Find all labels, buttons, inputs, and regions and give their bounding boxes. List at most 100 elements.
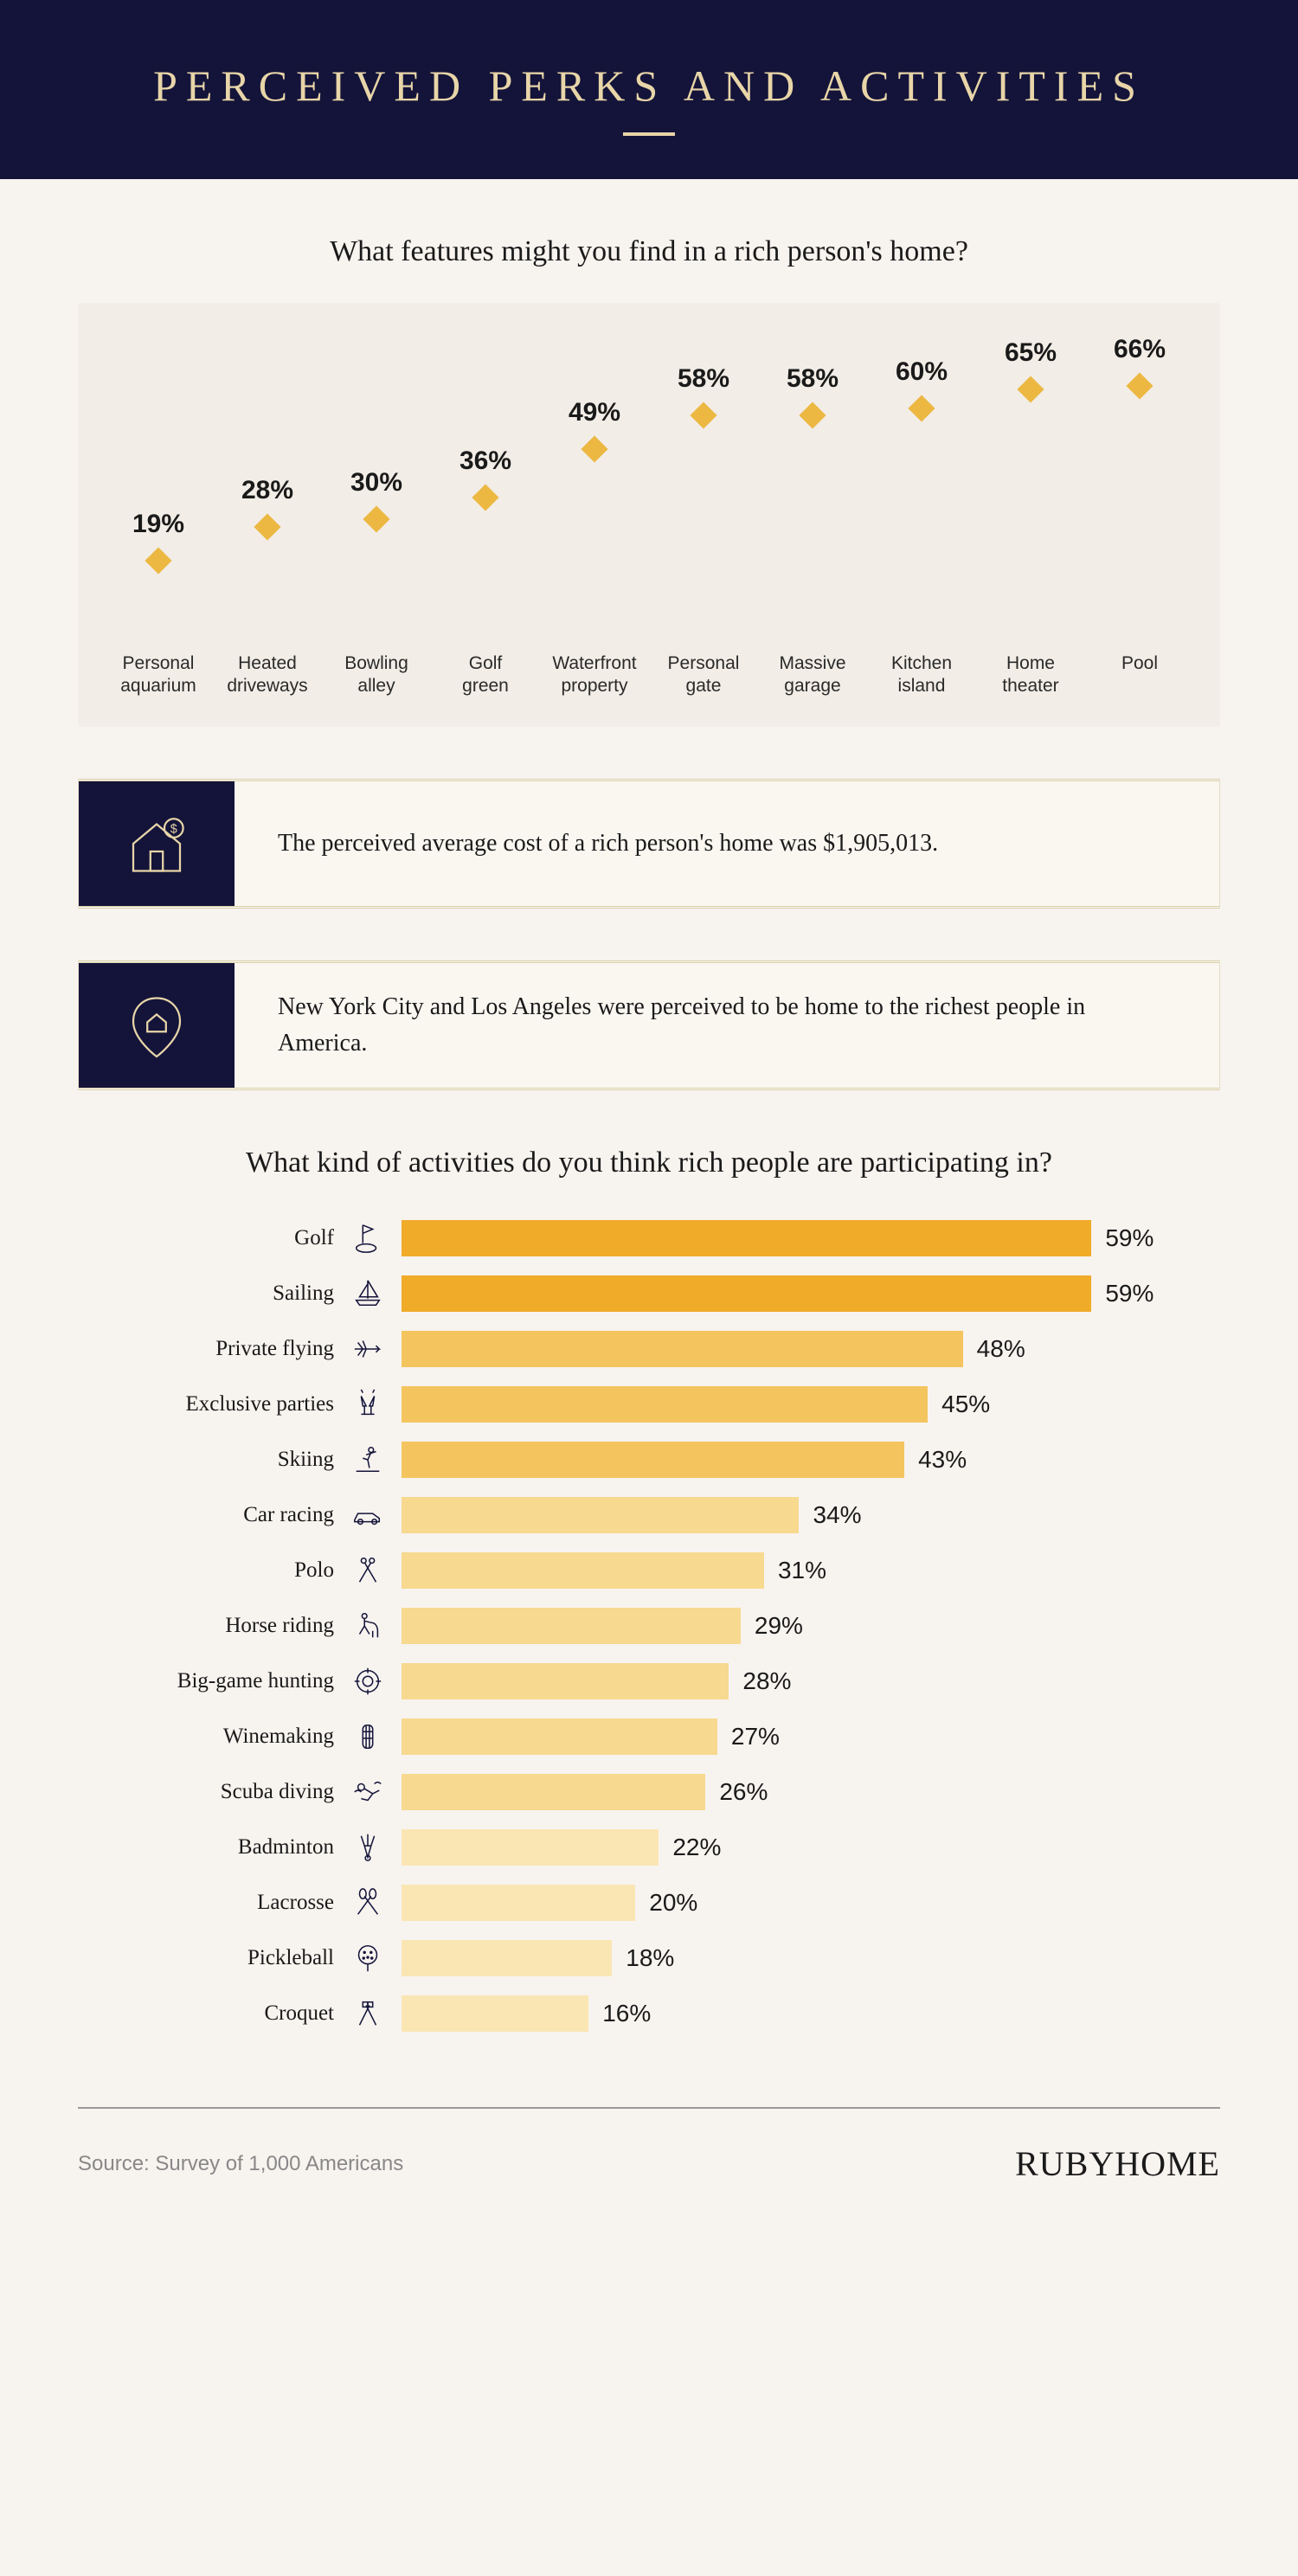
bar-row: Skiing43% bbox=[78, 1436, 1220, 1484]
features-data-point: 36% Golfgreen bbox=[431, 337, 540, 701]
features-chart-title: What features might you find in a rich p… bbox=[0, 235, 1298, 268]
bar-value: 43% bbox=[904, 1446, 967, 1474]
bar-value: 59% bbox=[1091, 1280, 1153, 1307]
data-point-label: Personalaquarium bbox=[120, 652, 196, 701]
bar-label: Exclusive parties bbox=[78, 1392, 346, 1416]
features-data-point: 19%Personalaquarium bbox=[104, 337, 213, 701]
diamond-marker-icon bbox=[145, 547, 171, 574]
bar-value: 28% bbox=[729, 1667, 791, 1695]
bar-label: Badminton bbox=[78, 1835, 346, 1860]
logo-ruby: RUBY bbox=[1015, 2144, 1115, 2183]
bar-label: Horse riding bbox=[78, 1614, 346, 1638]
features-data-point: 58%Personalgate bbox=[649, 337, 758, 701]
bar-fill: 22% bbox=[402, 1829, 659, 1866]
pin-house-icon bbox=[79, 963, 235, 1088]
bar-row: Scuba diving 26% bbox=[78, 1768, 1220, 1816]
data-point-label: Golfgreen bbox=[462, 652, 509, 701]
bar-label: Polo bbox=[78, 1558, 346, 1583]
data-point-value: 60% bbox=[896, 357, 948, 387]
bar-track: 16% bbox=[402, 1995, 1220, 2032]
bar-row: Winemaking27% bbox=[78, 1712, 1220, 1761]
hunt-icon bbox=[346, 1662, 389, 1700]
diamond-marker-icon bbox=[1126, 373, 1153, 400]
bar-fill: 18% bbox=[402, 1940, 612, 1976]
diamond-marker-icon bbox=[690, 402, 716, 429]
bar-track: 59% bbox=[402, 1220, 1220, 1256]
data-point-value: 58% bbox=[787, 364, 839, 394]
bar-fill: 45% bbox=[402, 1386, 928, 1423]
bar-label: Big-game hunting bbox=[78, 1669, 346, 1693]
bar-label: Sailing bbox=[78, 1282, 346, 1306]
bar-label: Golf bbox=[78, 1226, 346, 1250]
bar-track: 34% bbox=[402, 1497, 1220, 1533]
data-point-value: 36% bbox=[459, 446, 511, 476]
bar-row: Pickleball18% bbox=[78, 1934, 1220, 1982]
bar-value: 27% bbox=[717, 1723, 780, 1751]
bar-track: 45% bbox=[402, 1386, 1220, 1423]
bar-value: 45% bbox=[928, 1391, 990, 1418]
data-point-label: Personalgate bbox=[668, 652, 740, 701]
bar-value: 22% bbox=[659, 1834, 721, 1861]
diamond-marker-icon bbox=[363, 506, 389, 533]
bar-fill: 34% bbox=[402, 1497, 799, 1533]
footer-source: Source: Survey of 1,000 Americans bbox=[78, 2152, 403, 2176]
scuba-icon bbox=[346, 1773, 389, 1811]
features-chart: 19%Personalaquarium 28% Heateddriveways 30%… bbox=[78, 303, 1220, 727]
features-data-point: 66%Pool bbox=[1085, 337, 1194, 701]
bar-track: 48% bbox=[402, 1331, 1220, 1367]
header: PERCEIVED PERKS AND ACTIVITIES bbox=[0, 0, 1298, 179]
data-point-label: Hometheater bbox=[1002, 652, 1058, 701]
bar-fill: 16% bbox=[402, 1995, 588, 2032]
features-data-point: 30%Bowlingalley bbox=[322, 337, 431, 701]
bar-track: 18% bbox=[402, 1940, 1220, 1976]
diamond-marker-icon bbox=[1017, 376, 1044, 403]
bar-value: 20% bbox=[635, 1889, 697, 1917]
bar-label: Scuba diving bbox=[78, 1780, 346, 1804]
data-point-label: Pool bbox=[1121, 652, 1158, 701]
croquet-icon bbox=[346, 1995, 389, 2033]
diamond-marker-icon bbox=[799, 402, 826, 429]
footer-logo: RUBYHOME bbox=[1015, 2143, 1220, 2184]
pickle-icon bbox=[346, 1939, 389, 1977]
bar-value: 31% bbox=[764, 1557, 826, 1584]
bar-row: Car racing 34% bbox=[78, 1491, 1220, 1539]
data-point-value: 49% bbox=[569, 398, 620, 427]
bar-row: Horse riding 29% bbox=[78, 1602, 1220, 1650]
bar-fill: 26% bbox=[402, 1774, 705, 1810]
bar-label: Car racing bbox=[78, 1503, 346, 1527]
callout-text: The perceived average cost of a rich per… bbox=[235, 781, 1219, 906]
data-point-label: Massivegarage bbox=[779, 652, 845, 701]
features-data-point: 60% Kitchenisland bbox=[867, 337, 976, 701]
bar-fill: 29% bbox=[402, 1608, 741, 1644]
data-point-value: 65% bbox=[1005, 338, 1057, 368]
bar-fill: 28% bbox=[402, 1663, 729, 1699]
bar-value: 59% bbox=[1091, 1224, 1153, 1252]
data-point-label: Heateddriveways bbox=[227, 652, 307, 701]
data-point-label: Waterfrontproperty bbox=[552, 652, 636, 701]
horse-icon bbox=[346, 1607, 389, 1645]
bar-row: Badminton 22% bbox=[78, 1823, 1220, 1872]
badminton-icon bbox=[346, 1828, 389, 1866]
diamond-marker-icon bbox=[254, 513, 280, 540]
plane-icon bbox=[346, 1330, 389, 1368]
bar-fill: 48% bbox=[402, 1331, 963, 1367]
bar-row: Golf 59% bbox=[78, 1214, 1220, 1262]
bar-track: 31% bbox=[402, 1552, 1220, 1589]
party-icon bbox=[346, 1385, 389, 1423]
bar-value: 29% bbox=[741, 1612, 803, 1640]
data-point-label: Kitchenisland bbox=[891, 652, 952, 701]
bar-track: 59% bbox=[402, 1275, 1220, 1312]
bar-row: Lacrosse20% bbox=[78, 1879, 1220, 1927]
house-dollar-icon: $ bbox=[79, 781, 235, 906]
bar-value: 26% bbox=[705, 1778, 768, 1806]
bar-row: Polo 31% bbox=[78, 1546, 1220, 1595]
callout-text: New York City and Los Angeles were perce… bbox=[235, 963, 1219, 1088]
features-data-point: 65% Hometheater bbox=[976, 337, 1085, 701]
bar-row: Croquet16% bbox=[78, 1989, 1220, 2038]
data-point-value: 30% bbox=[350, 468, 402, 498]
features-data-point: 49% Waterfrontproperty bbox=[540, 337, 649, 701]
data-point-value: 28% bbox=[241, 476, 293, 505]
diamond-marker-icon bbox=[472, 484, 498, 511]
bar-fill: 59% bbox=[402, 1220, 1091, 1256]
logo-home: HOME bbox=[1115, 2144, 1220, 2183]
